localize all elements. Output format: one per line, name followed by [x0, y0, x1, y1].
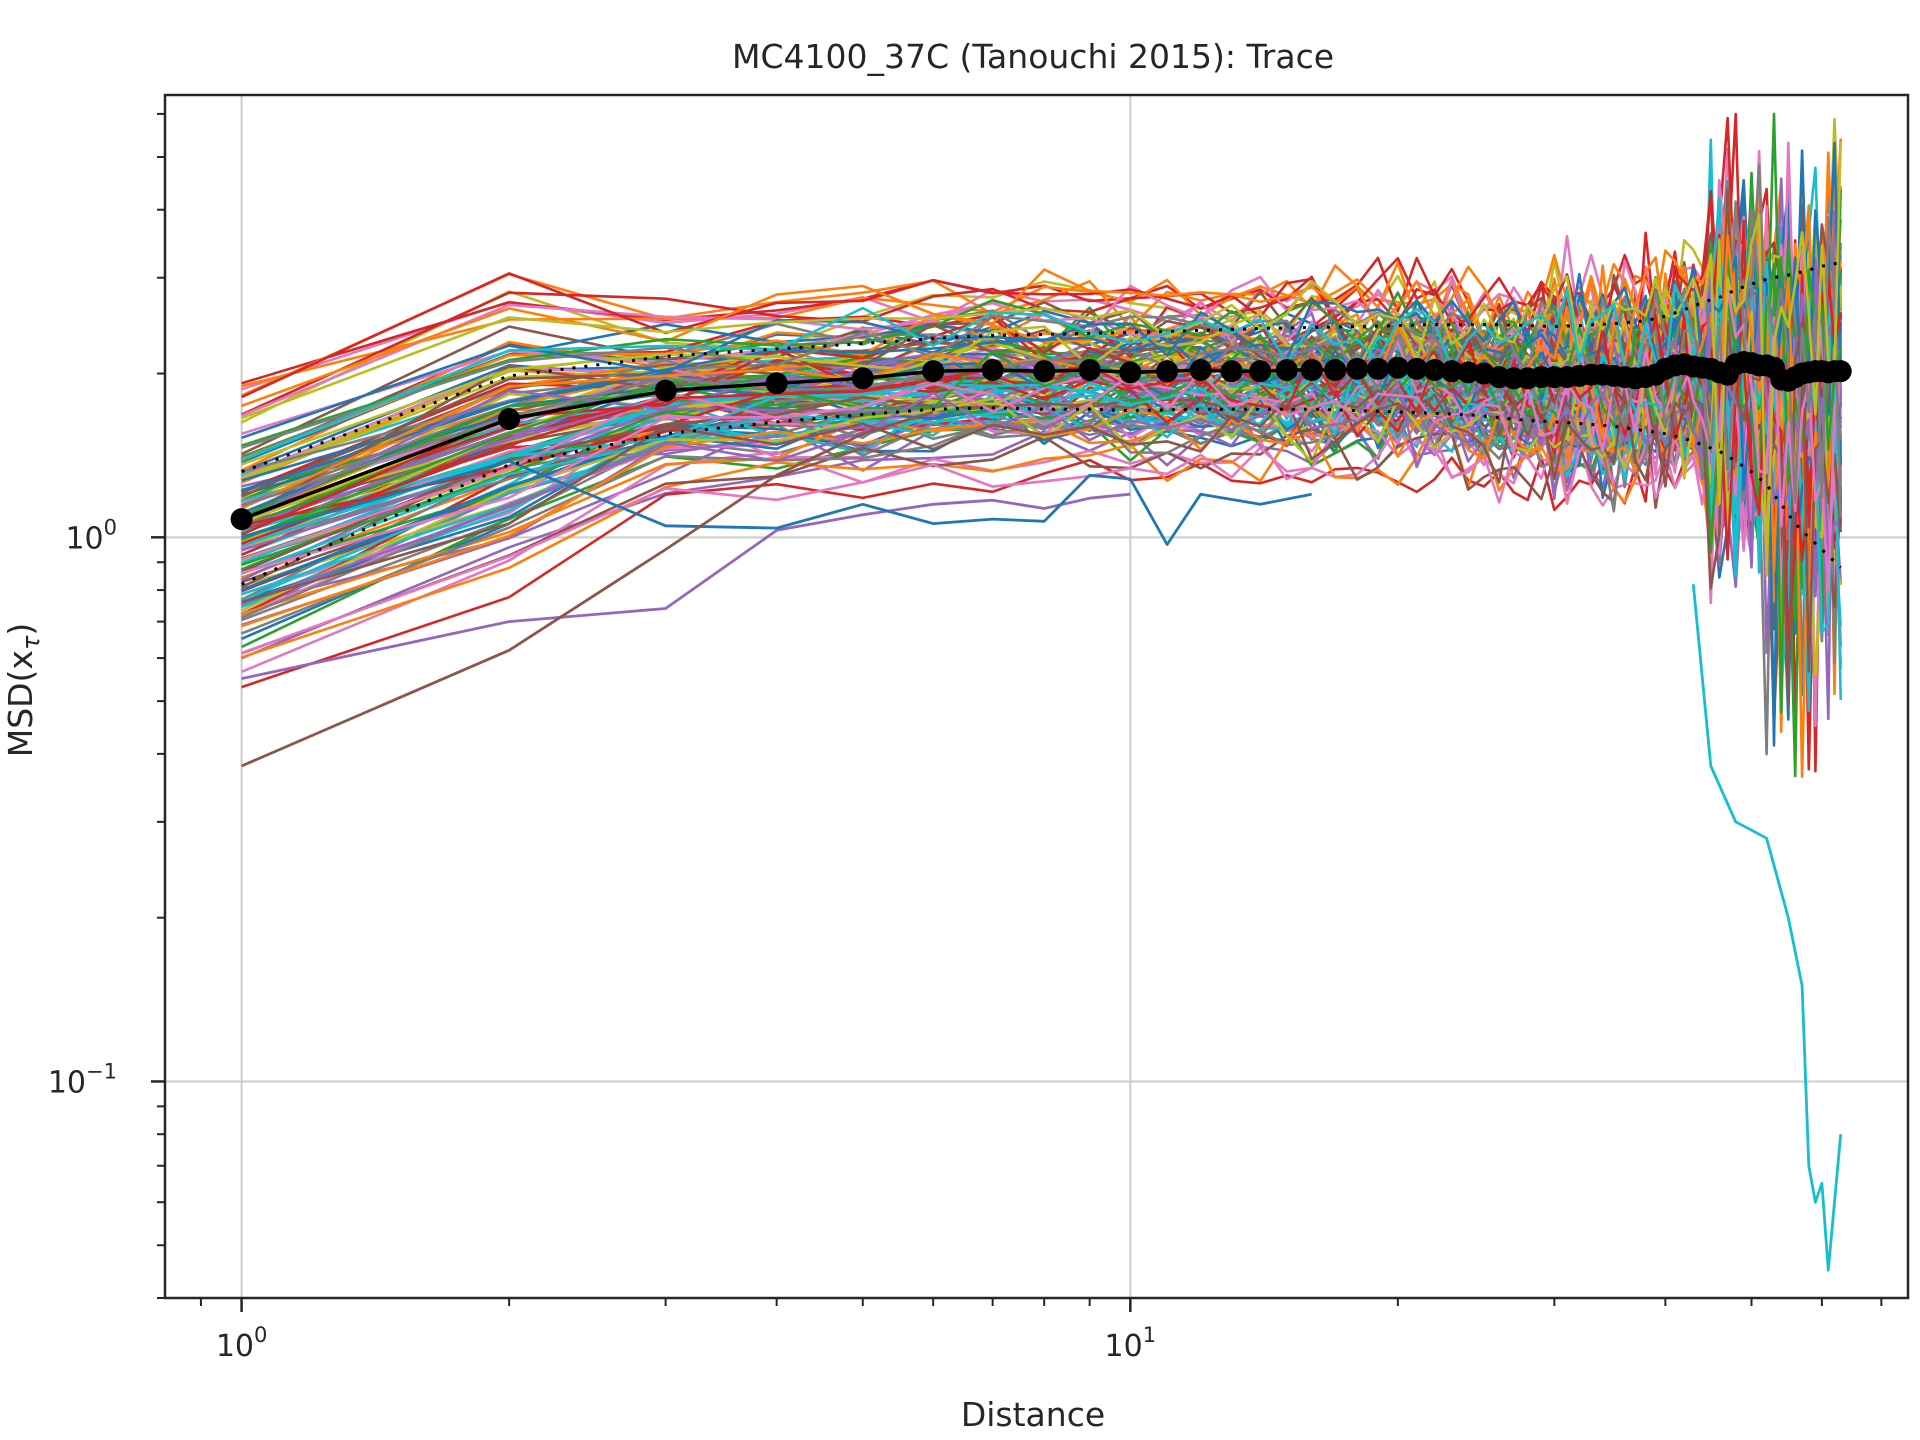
- mean-point: [922, 360, 945, 383]
- mean-point: [1275, 359, 1298, 382]
- mean-point: [498, 407, 521, 430]
- x-tick-label: 101: [1105, 1323, 1157, 1364]
- y-tick-label: 100: [65, 515, 117, 556]
- mean-point: [765, 372, 788, 395]
- mean-point: [230, 508, 253, 531]
- grid: [165, 95, 1908, 1298]
- mean-point: [1300, 359, 1323, 382]
- mean-point: [654, 379, 677, 402]
- trace-line: [241, 141, 1842, 747]
- x-axis: 100 101: [199, 1298, 1883, 1364]
- mean-series: [230, 351, 1852, 531]
- mean-point: [1078, 359, 1101, 382]
- y-axis-label-sub: τ: [17, 635, 45, 650]
- y-axis-label: MSD(xτ): [1, 623, 45, 758]
- plot-frame: [163, 93, 1910, 1300]
- x-tick-label: 100: [216, 1323, 268, 1364]
- mean-point: [981, 359, 1004, 382]
- chart-title: MC4100_37C (Tanouchi 2015): Trace: [732, 37, 1334, 76]
- mean-point: [1189, 359, 1212, 382]
- trace-line: [241, 256, 1842, 554]
- mean-point: [1346, 357, 1369, 380]
- mean-point: [1423, 359, 1446, 382]
- trace-line-highlighted: [241, 410, 934, 768]
- mean-point: [1386, 356, 1409, 379]
- trace-line: [241, 329, 1729, 573]
- mean-point: [1220, 360, 1243, 383]
- mean-point: [1156, 360, 1179, 383]
- x-axis-label: Distance: [961, 1395, 1105, 1434]
- mean-point: [1440, 360, 1463, 383]
- y-axis-label-base: MSD(x: [1, 650, 40, 757]
- mean-point: [1033, 360, 1056, 383]
- y-axis-label-close: ): [1, 623, 40, 636]
- mean-point: [851, 367, 874, 390]
- mean-point: [1457, 361, 1480, 384]
- mean-point: [1367, 357, 1390, 380]
- mean-point: [1119, 361, 1142, 384]
- mean-point: [1829, 360, 1852, 383]
- mean-point: [1405, 357, 1428, 380]
- trace-line-highlighted: [1691, 584, 1843, 1272]
- mean-point: [1249, 360, 1272, 383]
- trace-line-highlighted: [241, 459, 1312, 546]
- trace-line: [241, 141, 1842, 577]
- y-tick-label: 10−1: [48, 1059, 117, 1100]
- mean-point: [1324, 359, 1347, 382]
- trace-line-highlighted: [241, 492, 1131, 680]
- y-axis: 10−1 100: [48, 112, 165, 1299]
